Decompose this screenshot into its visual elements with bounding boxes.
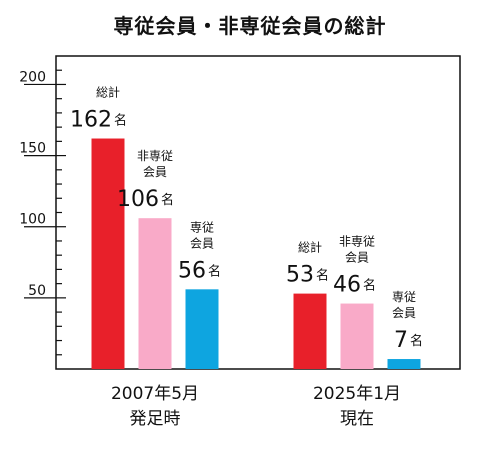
x-category-label: 発足時 xyxy=(130,409,181,429)
bar-value-label: 162 xyxy=(70,108,112,133)
x-category-label: 現在 xyxy=(340,409,374,429)
bar-series-label: 総計 xyxy=(298,240,322,255)
bar-series-label: 会員 xyxy=(345,251,369,265)
bar-series-label: 総計 xyxy=(96,85,120,100)
chart-title: 専従会員・非専従会員の総計 xyxy=(113,14,387,38)
bar-value-label: 53 xyxy=(286,263,314,288)
bar-1-2 xyxy=(387,359,421,369)
bar-0-1 xyxy=(138,218,172,369)
bar-series-label: 非専従 xyxy=(137,149,173,163)
y-tick-label: 50 xyxy=(28,283,46,299)
bar-unit-label: 名 xyxy=(316,268,329,284)
y-tick-label: 200 xyxy=(19,69,46,85)
bar-unit-label: 名 xyxy=(363,278,376,294)
bar-unit-label: 名 xyxy=(208,263,221,279)
y-tick-label: 150 xyxy=(19,141,46,157)
bar-value-label: 46 xyxy=(333,273,361,298)
x-category-label: 2007年5月 xyxy=(111,384,199,404)
bar-unit-label: 名 xyxy=(114,113,127,129)
x-category-label: 2025年1月 xyxy=(313,384,401,404)
bar-value-label: 7 xyxy=(394,328,408,353)
bar-series-label: 会員 xyxy=(392,306,416,320)
bar-0-0 xyxy=(91,138,125,369)
bar-value-label: 56 xyxy=(178,258,206,283)
bar-0-2 xyxy=(185,289,219,369)
bar-1-0 xyxy=(293,293,327,369)
bar-series-label: 専従 xyxy=(190,220,214,234)
bar-value-label: 106 xyxy=(117,187,159,212)
bar-1-1 xyxy=(340,303,374,369)
bar-series-label: 非専従 xyxy=(339,235,375,249)
bar-series-label: 専従 xyxy=(392,290,416,304)
bar-unit-label: 名 xyxy=(410,333,423,349)
y-tick-label: 100 xyxy=(19,212,46,228)
bar-unit-label: 名 xyxy=(161,192,174,208)
bar-series-label: 会員 xyxy=(190,236,214,250)
bar-series-label: 会員 xyxy=(143,165,167,179)
